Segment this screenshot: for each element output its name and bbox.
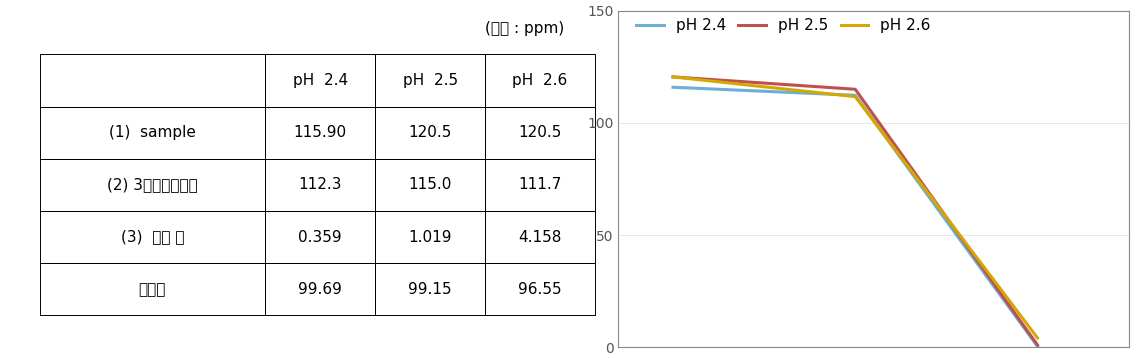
- Bar: [40, 159, 266, 211]
- Text: (1)  sample: (1) sample: [109, 125, 196, 140]
- pH 2.4: [1031, 344, 1044, 349]
- Bar: [40, 107, 266, 159]
- Line: pH 2.6: pH 2.6: [673, 77, 1037, 338]
- Bar: [375, 263, 486, 315]
- Text: 120.5: 120.5: [408, 125, 451, 140]
- Bar: [266, 107, 375, 159]
- Text: (3)  필터 후: (3) 필터 후: [121, 229, 185, 245]
- Bar: [266, 54, 375, 107]
- Text: 99.69: 99.69: [299, 282, 342, 297]
- Bar: [40, 211, 266, 263]
- Bar: [486, 159, 595, 211]
- Text: 99.15: 99.15: [408, 282, 451, 297]
- Text: 115.0: 115.0: [408, 178, 451, 192]
- pH 2.6: [848, 95, 862, 99]
- pH 2.6: [666, 75, 679, 79]
- Text: 제거율: 제거율: [139, 282, 166, 297]
- Legend: pH 2.4, pH 2.5, pH 2.6: pH 2.4, pH 2.5, pH 2.6: [632, 14, 935, 38]
- pH 2.6: [1031, 336, 1044, 340]
- pH 2.4: [666, 85, 679, 90]
- Bar: [40, 263, 266, 315]
- Text: pH  2.4: pH 2.4: [293, 73, 348, 88]
- Bar: [375, 107, 486, 159]
- Text: 112.3: 112.3: [299, 178, 342, 192]
- Bar: [375, 54, 486, 107]
- Bar: [375, 211, 486, 263]
- Bar: [486, 211, 595, 263]
- Text: 96.55: 96.55: [519, 282, 562, 297]
- pH 2.4: [848, 93, 862, 97]
- Bar: [486, 107, 595, 159]
- Text: (단위 : ppm): (단위 : ppm): [484, 21, 564, 36]
- pH 2.5: [666, 75, 679, 79]
- Text: 0.359: 0.359: [299, 229, 342, 245]
- Bar: [266, 211, 375, 263]
- Text: 115.90: 115.90: [294, 125, 347, 140]
- Bar: [266, 263, 375, 315]
- pH 2.5: [848, 87, 862, 91]
- Text: 4.158: 4.158: [519, 229, 562, 245]
- Text: pH  2.5: pH 2.5: [402, 73, 458, 88]
- Text: 1.019: 1.019: [408, 229, 451, 245]
- Line: pH 2.4: pH 2.4: [673, 87, 1037, 347]
- Bar: [40, 54, 266, 107]
- Bar: [266, 159, 375, 211]
- Bar: [486, 263, 595, 315]
- Text: pH  2.6: pH 2.6: [513, 73, 568, 88]
- Bar: [486, 54, 595, 107]
- Text: (2) 3가크롬전환후: (2) 3가크롬전환후: [107, 178, 197, 192]
- Text: 120.5: 120.5: [519, 125, 562, 140]
- Bar: [375, 159, 486, 211]
- Line: pH 2.5: pH 2.5: [673, 77, 1037, 345]
- pH 2.5: [1031, 343, 1044, 347]
- Text: 111.7: 111.7: [519, 178, 562, 192]
